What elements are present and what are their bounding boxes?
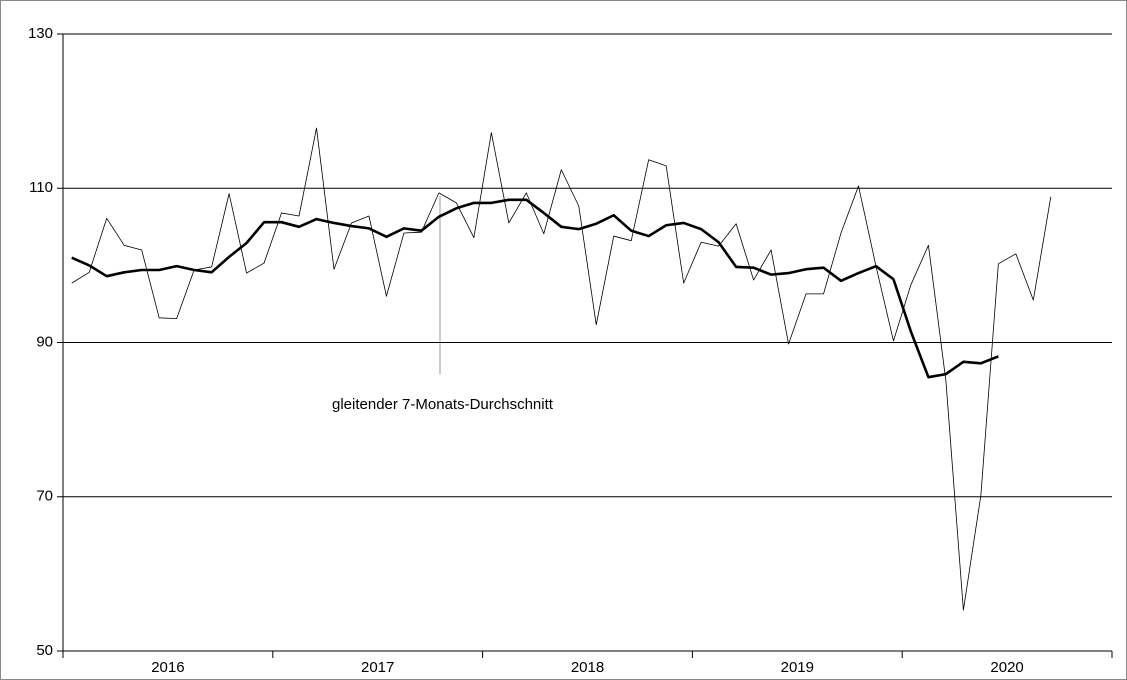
x-tick-label: 2020 — [990, 659, 1023, 676]
y-tick-label: 50 — [36, 642, 53, 659]
y-tick-label: 130 — [28, 25, 53, 42]
annotation: gleitender 7-Monats-Durchschnitt — [332, 396, 554, 413]
x-tick-label: 2019 — [781, 659, 814, 676]
series-line — [71, 198, 999, 379]
series-line — [71, 127, 1052, 611]
x-tick-label: 2017 — [361, 659, 394, 676]
y-tick-label: 70 — [36, 488, 53, 505]
x-tick-label: 2016 — [151, 659, 184, 676]
y-tick-label: 110 — [29, 179, 53, 196]
y-tick-label: 90 — [36, 333, 53, 350]
x-tick-label: 2018 — [571, 659, 604, 676]
